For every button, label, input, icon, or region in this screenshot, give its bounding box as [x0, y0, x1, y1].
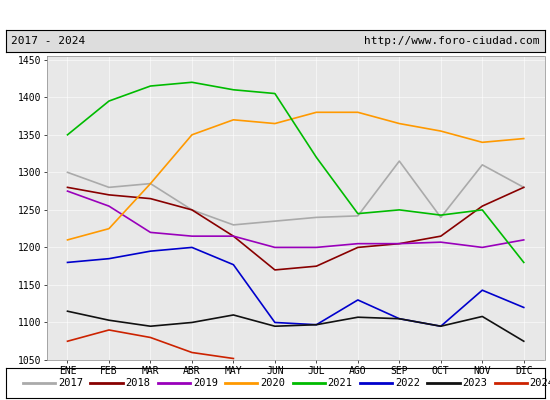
Text: 2024: 2024	[530, 378, 550, 388]
Text: http://www.foro-ciudad.com: http://www.foro-ciudad.com	[364, 36, 539, 46]
Text: 2019: 2019	[193, 378, 218, 388]
Text: 2020: 2020	[260, 378, 285, 388]
Text: Evolucion del paro registrado en Teror: Evolucion del paro registrado en Teror	[102, 7, 448, 23]
Text: 2023: 2023	[463, 378, 487, 388]
Text: 2021: 2021	[328, 378, 353, 388]
Text: 2017 - 2024: 2017 - 2024	[11, 36, 85, 46]
Text: 2017: 2017	[58, 378, 83, 388]
Text: 2018: 2018	[125, 378, 151, 388]
Text: 2022: 2022	[395, 378, 420, 388]
